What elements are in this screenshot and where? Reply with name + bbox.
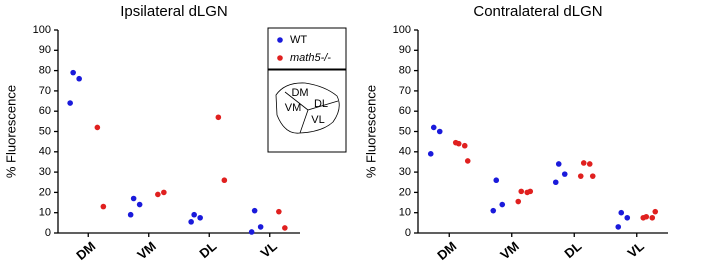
y-tick-label: 20: [39, 186, 51, 198]
y-tick-label: 100: [33, 24, 51, 36]
y-tick-label: 100: [393, 24, 411, 36]
data-point: [127, 211, 134, 218]
data-point: [586, 161, 593, 167]
data-point: [461, 142, 468, 149]
data-point: [100, 203, 107, 210]
x-tick-label: DM: [434, 238, 459, 262]
y-tick-label: 70: [39, 85, 51, 97]
data-point: [615, 224, 622, 230]
data-point: [618, 209, 625, 216]
data-point: [561, 171, 568, 177]
y-tick-label: 90: [399, 44, 411, 56]
y-tick-label: 40: [39, 146, 51, 158]
y-tick-label: 30: [39, 166, 51, 178]
data-point: [251, 207, 258, 214]
legend-label: WT: [290, 34, 307, 46]
data-point: [257, 224, 264, 230]
legend-box: [267, 27, 347, 70]
chart-title: Ipsilateral dLGN: [120, 3, 228, 20]
data-point: [248, 229, 255, 235]
data-point: [430, 124, 437, 131]
data-point: [276, 208, 282, 215]
x-tick-label: DL: [561, 238, 584, 261]
data-point: [130, 195, 137, 202]
data-point: [464, 158, 471, 164]
legend-marker: [277, 55, 283, 61]
legend-marker: [277, 37, 283, 43]
legend-label: math5-/-: [290, 52, 331, 64]
data-point: [197, 214, 203, 221]
y-tick-label: 50: [39, 125, 51, 137]
y-tick-label: 60: [399, 105, 411, 117]
y-tick-label: 0: [405, 227, 411, 239]
x-tick-label: VM: [497, 238, 522, 262]
y-tick-label: 10: [399, 207, 411, 219]
y-tick-label: 60: [39, 105, 51, 117]
y-tick-label: 20: [399, 186, 411, 198]
dlgn-divisions: [284, 91, 339, 134]
chart-title: Contralateral dLGN: [473, 3, 602, 20]
data-point: [76, 75, 82, 82]
x-tick-label: VL: [258, 238, 280, 260]
data-point: [67, 100, 73, 106]
data-point: [499, 201, 506, 208]
y-tick-label: 40: [399, 146, 411, 158]
data-point: [589, 173, 596, 179]
dlgn-outline: [275, 82, 340, 134]
data-point: [155, 191, 161, 198]
data-point: [624, 214, 631, 221]
x-tick-label: VM: [134, 238, 159, 262]
data-point: [452, 139, 459, 146]
data-point: [527, 188, 534, 195]
y-tick-label: 80: [399, 65, 411, 77]
data-point: [94, 124, 101, 131]
data-point: [640, 214, 647, 221]
data-point: [552, 179, 559, 186]
data-point: [652, 208, 659, 215]
data-point: [215, 114, 222, 121]
data-point: [518, 188, 525, 195]
y-tick-label: 70: [399, 85, 411, 97]
data-point: [282, 225, 288, 231]
data-point: [490, 207, 497, 214]
y-tick-label: 90: [39, 44, 51, 56]
inset-label: VM: [285, 102, 302, 114]
y-axis-label: % Fluorescence: [363, 85, 378, 178]
data-point: [555, 161, 562, 167]
data-point: [161, 189, 167, 196]
y-tick-label: 80: [39, 65, 51, 77]
data-point: [515, 198, 522, 205]
y-tick-label: 0: [45, 227, 51, 239]
x-tick-label: VL: [625, 238, 647, 260]
x-tick-label: DL: [196, 238, 219, 261]
data-point: [493, 177, 500, 184]
inset-label: VL: [311, 114, 324, 126]
data-point: [70, 69, 76, 76]
inset-map: [267, 27, 347, 153]
data-point: [436, 128, 443, 135]
data-point: [221, 177, 228, 184]
y-tick-label: 50: [399, 125, 411, 137]
x-tick-label: DM: [73, 238, 98, 262]
y-axis-label: % Fluorescence: [3, 85, 18, 178]
data-point: [191, 211, 197, 218]
data-point: [649, 214, 656, 221]
data-point: [188, 219, 194, 225]
y-tick-label: 30: [399, 166, 411, 178]
inset-box: [267, 69, 347, 153]
data-point: [577, 173, 584, 179]
inset-label: DM: [291, 87, 308, 99]
inset-label: DL: [314, 98, 328, 110]
data-point: [136, 201, 143, 208]
y-tick-label: 10: [39, 207, 51, 219]
data-point: [427, 151, 434, 157]
data-point: [580, 160, 587, 166]
